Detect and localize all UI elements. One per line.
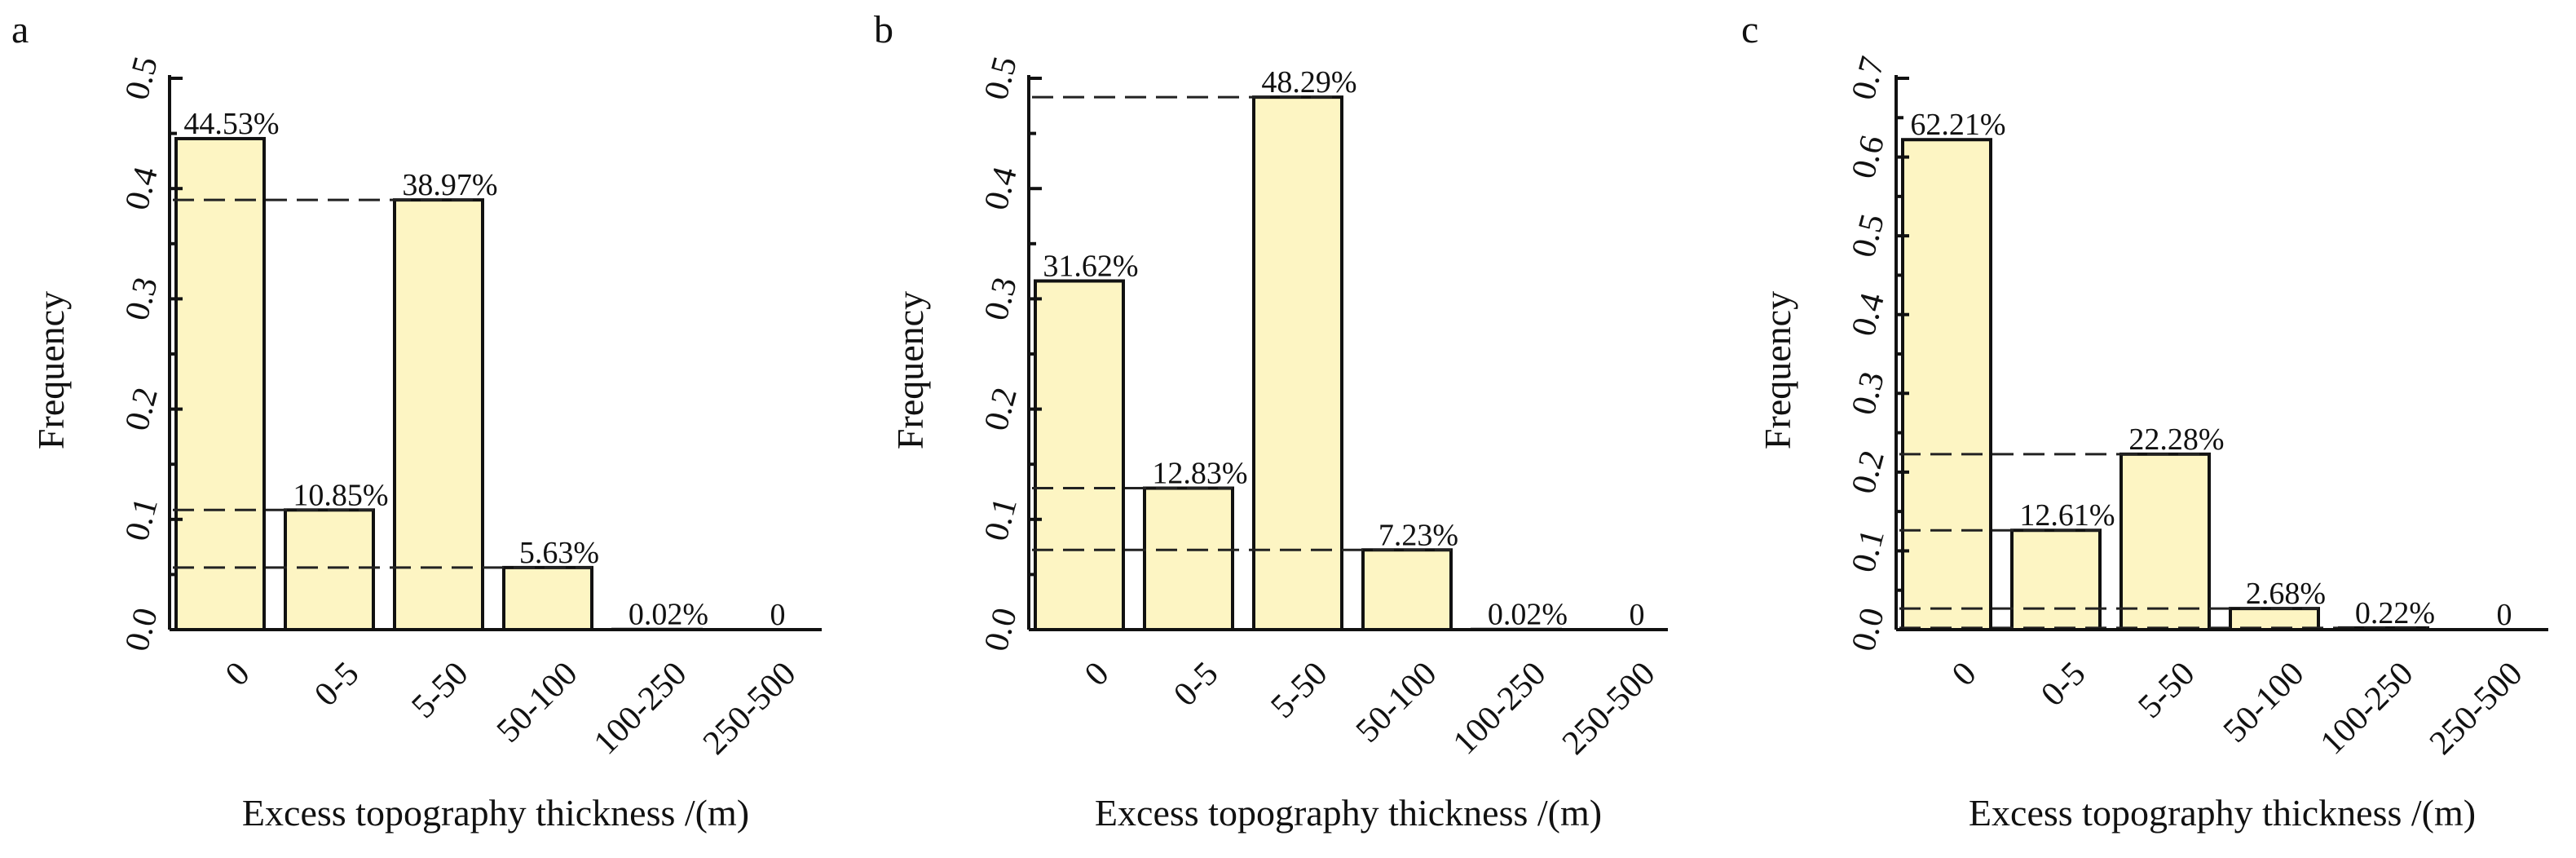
data-label: 38.97% [402,168,497,202]
x-tick-label: 0 [218,655,257,693]
data-label: 0 [770,598,786,632]
y-tick-label: 0.5 [1845,210,1892,262]
x-tick-label: 5-50 [2131,655,2202,726]
x-tick-label: 250-500 [2423,655,2530,763]
bar-0-5 [1143,486,1234,631]
data-label: 31.62% [1043,249,1138,283]
panel-label: a [11,8,29,51]
x-tick-label: 0-5 [307,655,366,714]
bar-0 [1901,138,1992,632]
x-tick-label: 0-5 [2034,655,2093,714]
bar-0-5 [2010,529,2102,632]
data-label: 0.22% [2355,596,2435,630]
y-tick-label: 0.5 [118,53,165,104]
y-tick-label: 0.0 [1845,604,1892,656]
data-label: 0.02% [1488,598,1568,632]
data-label: 12.61% [2019,498,2115,533]
y-tick-label: 0.3 [977,273,1025,325]
y-tick-label: 0.2 [118,383,165,435]
bar-50-100 [502,565,593,631]
data-label: 48.29% [1261,65,1356,100]
bar-5-50 [393,198,484,631]
chart-panel-a: a 0.0 0.1 0.2 0.3 0.4 0.5 44.53% 10.85% 38.97% 5.6… [11,8,822,834]
bar-0 [1034,279,1125,631]
x-tick-label: 0 [1945,655,1983,693]
y-tick-label: 0.1 [118,493,165,545]
bar-5-50 [2119,452,2211,632]
data-label: 22.28% [2128,422,2224,457]
data-label: 10.85% [293,478,388,512]
x-axis-title: Excess topography thickness /(m) [1095,792,1602,834]
y-tick-label: 0.0 [977,604,1025,656]
y-axis-title: Frequency [30,291,72,449]
y-tick-label: 0.2 [977,383,1025,435]
data-label: 2.68% [2246,577,2326,611]
data-label: 0 [1630,598,1645,632]
x-tick-label: 250-500 [696,655,804,763]
x-tick-label: 100-250 [1446,655,1554,763]
y-tick-label: 0.7 [1845,53,1892,104]
x-axis-title: Excess topography thickness /(m) [1969,792,2476,834]
y-tick-label: 0.1 [977,493,1025,545]
x-tick-label: 100-250 [2314,655,2421,763]
chart-panel-b: b 0.0 0.1 0.2 0.3 0.4 0.5 31.62% 12.83% 48.29% 7.2… [874,8,1668,834]
y-tick-label: 0.3 [118,273,165,325]
y-tick-label: 0.1 [1845,525,1892,577]
chart-panel-c: c 0.0 0.1 0.2 0.3 0.4 0.5 0.6 0.7 62.21% 12.61% 22.… [1741,8,2548,834]
y-axis-title: Frequency [1757,291,1798,449]
y-tick-label: 0.4 [977,163,1025,214]
data-label: 62.21% [1910,108,2005,142]
y-tick-label: 0.5 [977,53,1025,104]
panel-label: c [1741,8,1758,51]
x-tick-label: 50-100 [1349,655,1445,750]
data-label: 5.63% [519,536,599,570]
x-tick-label: 50-100 [490,655,585,750]
data-label: 0 [2497,598,2512,632]
data-label: 12.83% [1152,457,1247,491]
y-tick-label: 0.6 [1845,131,1892,183]
y-tick-label: 0.3 [1845,368,1892,419]
x-tick-label: 5-50 [1264,655,1334,726]
bar-0-5 [284,508,375,631]
x-tick-label: 5-50 [404,655,475,726]
data-label: 0.02% [629,598,708,632]
x-tick-label: 0-5 [1167,655,1225,714]
x-axis-title: Excess topography thickness /(m) [242,792,749,834]
x-tick-label: 50-100 [2217,655,2312,750]
x-tick-label: 100-250 [587,655,695,763]
y-tick-label: 0.0 [118,604,165,656]
x-tick-label: 0 [1078,655,1116,693]
data-label: 44.53% [183,107,279,141]
bar-0 [174,136,266,631]
y-tick-label: 0.2 [1845,447,1892,498]
panel-label: b [874,8,893,51]
y-tick-label: 0.4 [118,163,165,214]
data-label: 7.23% [1378,518,1458,552]
bar-50-100 [1361,548,1453,632]
x-tick-label: 250-500 [1555,655,1663,763]
y-tick-label: 0.4 [1845,289,1892,340]
bar-50-100 [2229,607,2320,631]
y-axis-title: Frequency [889,291,931,449]
